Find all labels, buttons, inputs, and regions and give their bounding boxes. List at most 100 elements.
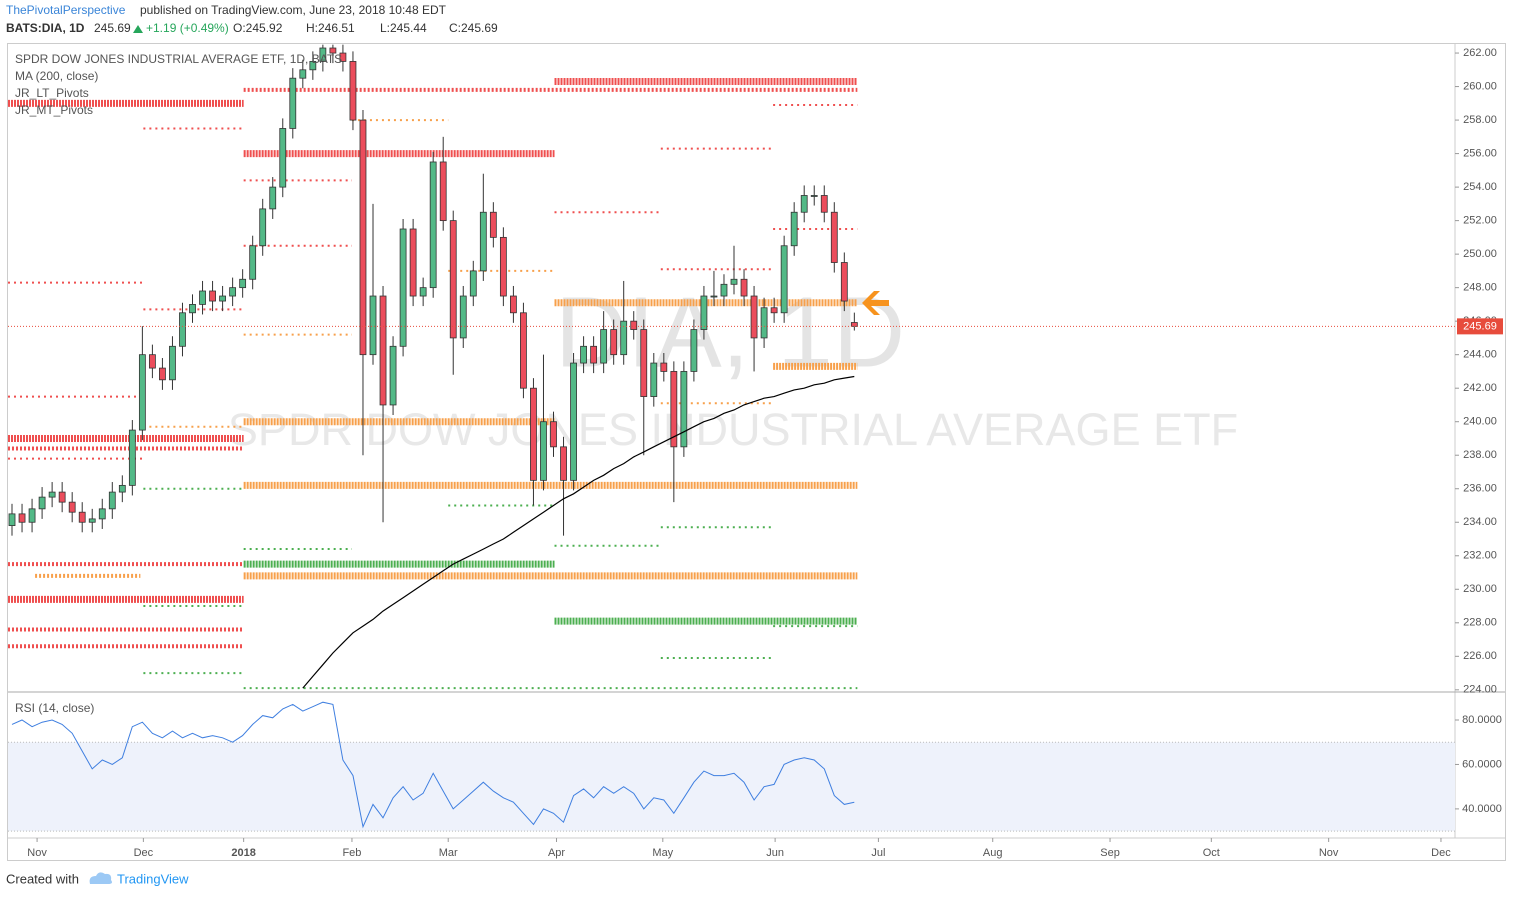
y-tick-label: 238.00 (1463, 449, 1497, 461)
candle-body (590, 345, 598, 364)
candle-body (349, 61, 357, 121)
candle-body (179, 312, 186, 347)
candle-body (399, 228, 407, 347)
rsi-line (11, 701, 855, 829)
x-tick-label: Feb (342, 847, 361, 859)
y-tick-label: 256.00 (1463, 147, 1497, 159)
candle-body (429, 161, 437, 289)
moving-average (302, 375, 855, 689)
candle-body (640, 329, 648, 397)
candle-body (479, 211, 487, 272)
candle-body (189, 304, 196, 314)
y-tick-label: 248.00 (1463, 282, 1497, 294)
published: published on TradingView.com, June 23, 2… (140, 3, 447, 17)
last-price: 245.69 (94, 21, 131, 35)
candle-body (530, 387, 537, 481)
candle-body (489, 211, 497, 238)
candle-body (690, 329, 698, 372)
x-tick-label: Dec (1431, 847, 1451, 859)
candle-body (299, 69, 307, 79)
legend-indicator: JR_MT_Pivots (15, 103, 93, 117)
candle-body (499, 236, 507, 297)
candle-body (850, 322, 858, 327)
candle-body (169, 345, 176, 381)
candle-body (509, 295, 517, 314)
open: O:245.92 (233, 21, 283, 35)
x-tick-label: Jun (766, 847, 784, 859)
candle-body (48, 491, 56, 498)
candle-body (289, 77, 297, 129)
candle-body (469, 270, 477, 297)
legend-ma: MA (200, close) (15, 69, 98, 83)
candle-body (339, 52, 347, 62)
y-tick-label: 226.00 (1463, 650, 1497, 662)
candle-body (28, 508, 36, 523)
candle-body (439, 161, 447, 222)
candle-body (840, 262, 848, 302)
candle-body (700, 295, 708, 330)
candle-body (389, 345, 397, 406)
candle-body (760, 307, 768, 339)
candle-body (259, 208, 267, 247)
candle-body (419, 287, 427, 297)
candle-body (820, 195, 828, 213)
y-tick-label: 230.00 (1463, 583, 1497, 595)
close: C:245.69 (449, 21, 498, 35)
symbol: BATS:DIA, 1D (6, 21, 85, 35)
footer-brand[interactable]: TradingView (117, 871, 189, 886)
rsi-pane (8, 701, 1455, 832)
candle-body (720, 283, 728, 297)
candle-body (148, 354, 156, 369)
candle-body (319, 47, 327, 62)
candle-body (740, 278, 748, 297)
y-tick-label: 250.00 (1463, 248, 1497, 260)
candle-body (570, 362, 577, 481)
candle-body (128, 429, 136, 486)
legend-title: SPDR DOW JONES INDUSTRIAL AVERAGE ETF, 1… (15, 52, 342, 66)
rsi-band (8, 742, 1455, 832)
candle-body (560, 446, 567, 481)
candle-body (770, 307, 778, 314)
low: L:245.44 (380, 21, 427, 35)
candle-body (710, 295, 718, 298)
candle-body (750, 295, 758, 339)
y-tick-label: 80.0000 (1462, 714, 1502, 726)
candle-body (68, 501, 76, 513)
y-tick-label: 244.00 (1463, 349, 1497, 361)
candle-body (88, 518, 96, 523)
candle-body (680, 371, 688, 448)
candle-body (550, 421, 557, 448)
x-tick-label: May (652, 847, 673, 859)
y-tick-label: 262.00 (1463, 47, 1497, 59)
candle-body (239, 278, 247, 289)
y-tick-label: 224.00 (1463, 684, 1497, 696)
x-tick-label: Apr (548, 847, 565, 859)
candle-body (108, 491, 116, 510)
footer-created: Created with (6, 871, 79, 886)
candle-body (379, 295, 387, 406)
candle-body (780, 245, 788, 314)
author[interactable]: ThePivotalPerspective (6, 3, 126, 17)
y-tick-label: 40.0000 (1462, 803, 1502, 815)
candle-body (600, 329, 608, 364)
candle-body (459, 295, 467, 339)
x-tick-label: Sep (1100, 847, 1120, 859)
candle-body (329, 47, 337, 54)
price-label: 245.69 (1463, 320, 1497, 332)
candle-body (209, 290, 216, 302)
watermark: DIA, 1D (555, 276, 905, 388)
candle-body (219, 295, 226, 302)
y-tick-label: 232.00 (1463, 550, 1497, 562)
price-pane (8, 44, 1455, 690)
candle-body (229, 287, 237, 297)
candle-body (670, 371, 678, 448)
candle-body (159, 367, 166, 381)
arrow-annotation (862, 291, 889, 315)
frame (7, 43, 1506, 861)
candle-body (790, 211, 798, 247)
candle-body (730, 278, 738, 285)
candle-body (660, 362, 668, 372)
up-icon (133, 25, 143, 33)
